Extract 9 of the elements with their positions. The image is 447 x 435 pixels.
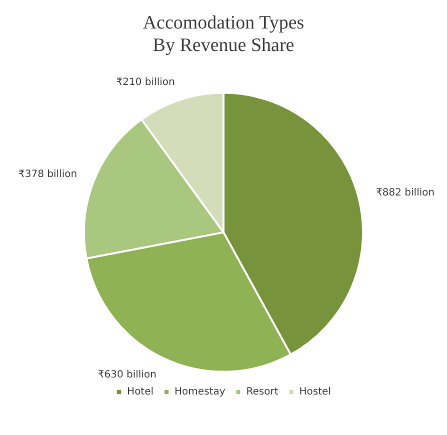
data-label: ₹630 billion [98,369,156,380]
legend-label: Hotel [127,386,154,398]
data-label: ₹210 billion [116,77,175,88]
data-label: ₹378 billion [18,168,78,180]
chart-title: Accomodation Types By Revenue Share [142,12,304,56]
legend-label: Homestay [174,386,226,398]
legend-label: Hostel [299,386,331,398]
legend-label: Resort [246,386,278,398]
data-label: ₹882 billion [376,188,435,199]
